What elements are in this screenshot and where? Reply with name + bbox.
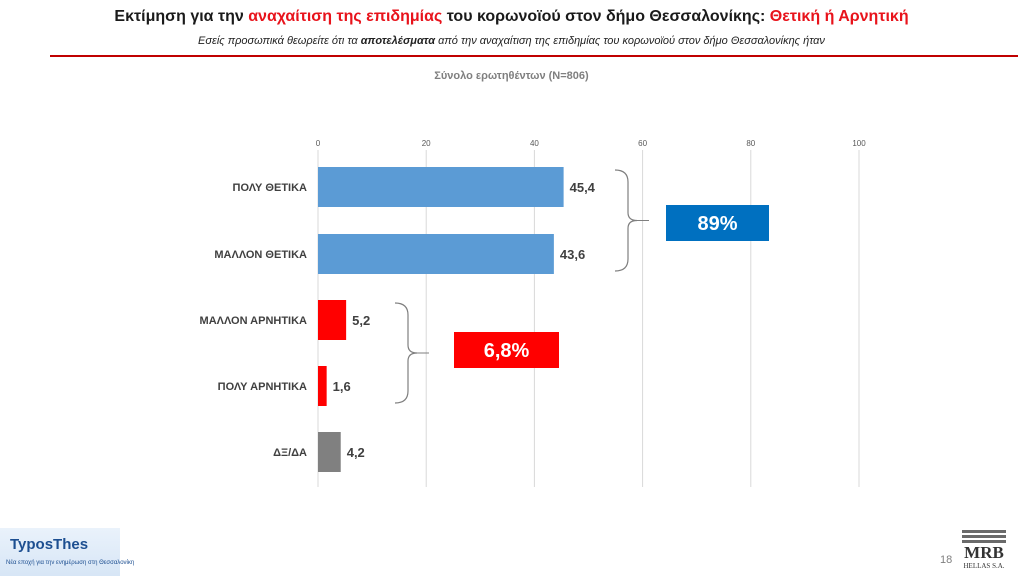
data-label: 5,2 <box>352 313 370 328</box>
category-label: ΜΑΛΛΟΝ ΑΡΝΗΤΙΚΑ <box>200 315 308 327</box>
question-subtitle: Εσείς προσωπικά θεωρείτε ότι τα αποτελέσ… <box>0 35 1023 47</box>
bar <box>318 300 347 340</box>
title-highlight-1: αναχαίτιση της επιδημίας <box>248 8 443 25</box>
title-divider <box>50 55 1018 57</box>
subtitle-bold: αποτελέσματα <box>360 35 436 47</box>
mrb-logo: MRB HELLAS S.A. <box>962 530 1006 574</box>
mrb-name: MRB <box>964 543 1004 562</box>
summary-label: 89% <box>697 213 737 235</box>
subtitle-text: Εσείς προσωπικά θεωρείτε ότι τα <box>198 35 361 47</box>
x-tick-label: 0 <box>316 139 321 148</box>
summary-brace <box>394 302 418 404</box>
summary-box <box>454 332 559 368</box>
summary-box <box>666 205 769 241</box>
bar <box>318 366 327 406</box>
title-text: Εκτίμηση για την <box>114 8 249 25</box>
category-label: ΔΞ/ΔΑ <box>273 447 307 459</box>
x-tick-label: 40 <box>530 139 539 148</box>
typosthes-logo: TyposThes Νέα εποχή για την ενημέρωση στ… <box>0 528 134 576</box>
x-tick-label: 80 <box>746 139 755 148</box>
logo-tagline: Νέα εποχή για την ενημέρωση στη Θεσσαλον… <box>6 560 135 566</box>
summary-label: 6,8% <box>484 340 530 362</box>
sample-base-label: Σύνολο ερωτηθέντων (N=806) <box>434 70 589 82</box>
title-text-2: του κορωνοϊού στον δήμο Θεσσαλονίκης: <box>442 8 770 25</box>
subtitle-text-2: από την αναχαίτιση της επιδημίας του κορ… <box>435 35 825 47</box>
page-title: Εκτίμηση για την αναχαίτιση της επιδημία… <box>0 8 1023 26</box>
x-tick-label: 60 <box>638 139 647 148</box>
category-label: ΜΑΛΛΟΝ ΘΕΤΙΚΑ <box>214 249 307 261</box>
bar <box>318 167 564 207</box>
mrb-subtitle: HELLAS S.A. <box>963 562 1005 570</box>
x-tick-label: 100 <box>852 139 866 148</box>
mrb-stripes-icon <box>962 530 1006 544</box>
bar <box>318 432 341 472</box>
category-label: ΠΟΛΥ ΑΡΝΗΤΙΚΑ <box>218 381 307 393</box>
x-tick-label: 20 <box>422 139 431 148</box>
data-label: 43,6 <box>560 247 585 262</box>
data-label: 45,4 <box>570 180 596 195</box>
bar <box>318 234 554 274</box>
data-label: 4,2 <box>347 445 365 460</box>
summary-brace <box>614 169 638 272</box>
data-label: 1,6 <box>333 379 351 394</box>
category-label: ΠΟΛΥ ΘΕΤΙΚΑ <box>233 182 308 194</box>
title-highlight-2: Θετική ή Αρνητική <box>769 8 909 25</box>
page-number: 18 <box>940 554 953 566</box>
logo-name: TyposThes <box>10 536 89 553</box>
